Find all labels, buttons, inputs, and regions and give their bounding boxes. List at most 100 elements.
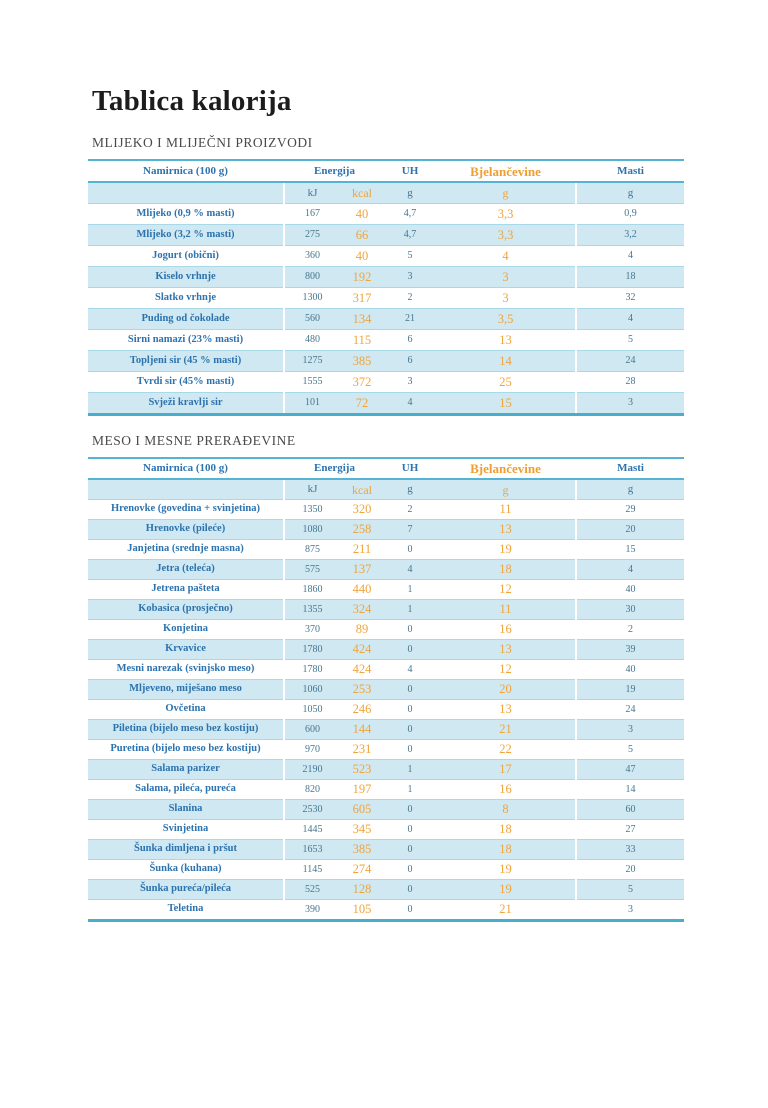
food-name: Hrenovke (govedina + svinjetina) [88, 499, 284, 520]
energy-kj-value: 370 [283, 619, 340, 640]
carbs-value: 1 [384, 759, 437, 780]
fat-value: 27 [575, 819, 685, 840]
carbs-value: 3 [384, 266, 437, 288]
energy-kcal-value: 523 [340, 759, 385, 780]
unit-protein-g: g [436, 182, 577, 204]
energy-kcal-value: 115 [340, 329, 385, 351]
food-name: Svinjetina [88, 819, 284, 840]
energy-kj-value: 1780 [283, 639, 340, 660]
energy-kcal-value: 134 [340, 308, 385, 330]
food-name: Slatko vrhnje [88, 287, 284, 309]
unit-kcal: kcal [340, 182, 385, 204]
energy-kcal-value: 274 [340, 859, 385, 880]
carbs-value: 1 [384, 779, 437, 800]
energy-kcal-value: 89 [340, 619, 385, 640]
col-header-energy: Energija [282, 457, 385, 480]
energy-kcal-value: 424 [340, 639, 385, 660]
food-name: Teletina [88, 899, 284, 921]
table-row: Svježi kravlji sir 101 72 4 15 3 [88, 392, 685, 415]
carbs-value: 0 [384, 539, 437, 560]
energy-kj-value: 1300 [283, 287, 340, 309]
food-name: Salama parizer [88, 759, 284, 780]
col-header-fat: Masti [575, 457, 685, 480]
fat-value: 60 [575, 799, 685, 820]
fat-value: 0,9 [575, 203, 685, 225]
fat-value: 3,2 [575, 224, 685, 246]
carbs-value: 0 [384, 799, 437, 820]
energy-kcal-value: 320 [340, 499, 385, 520]
energy-kcal-value: 372 [340, 371, 385, 393]
protein-value: 15 [436, 392, 577, 415]
energy-kcal-value: 40 [340, 245, 385, 267]
fat-value: 28 [575, 371, 685, 393]
unit-empty [88, 479, 284, 500]
unit-fat-g: g [575, 182, 685, 204]
table-row: Mesni narezak (svinjsko meso) 1780 424 4… [88, 659, 685, 680]
food-name: Janjetina (srednje masna) [88, 539, 284, 560]
table-row: Mlijeko (3,2 % masti) 275 66 4,7 3,3 3,2 [88, 224, 685, 246]
carbs-value: 0 [384, 879, 437, 900]
col-header-fat: Masti [575, 159, 685, 183]
unit-kj: kJ [283, 182, 340, 204]
fat-value: 30 [575, 599, 685, 620]
food-name: Slanina [88, 799, 284, 820]
protein-value: 11 [436, 499, 577, 520]
energy-kcal-value: 246 [340, 699, 385, 720]
energy-kcal-value: 192 [340, 266, 385, 288]
units-row: kJ kcal g g g [88, 182, 685, 204]
food-name: Sirni namazi (23% masti) [88, 329, 284, 351]
fat-value: 47 [575, 759, 685, 780]
unit-kj: kJ [283, 479, 340, 500]
food-name: Puding od čokolade [88, 308, 284, 330]
fat-value: 4 [575, 308, 685, 330]
carbs-value: 0 [384, 839, 437, 860]
fat-value: 39 [575, 639, 685, 660]
energy-kj-value: 1350 [283, 499, 340, 520]
col-header-energy: Energija [282, 159, 385, 183]
food-name: Ovčetina [88, 699, 284, 720]
energy-kj-value: 1445 [283, 819, 340, 840]
carbs-value: 0 [384, 739, 437, 760]
col-header-uh: UH [384, 457, 437, 480]
table-row: Teletina 390 105 0 21 3 [88, 899, 685, 921]
table-row: Hrenovke (govedina + svinjetina) 1350 32… [88, 499, 685, 520]
fat-value: 40 [575, 659, 685, 680]
protein-value: 17 [436, 759, 577, 780]
table-row: Piletina (bijelo meso bez kostiju) 600 1… [88, 719, 685, 740]
protein-value: 13 [436, 329, 577, 351]
carbs-value: 4 [384, 659, 437, 680]
table-row: Hrenovke (pileće) 1080 258 7 13 20 [88, 519, 685, 540]
table-row: Jetra (teleća) 575 137 4 18 4 [88, 559, 685, 580]
carbs-value: 7 [384, 519, 437, 540]
header-row: Namirnica (100 g) Energija UH Bjelančevi… [88, 159, 685, 183]
unit-empty [88, 182, 284, 204]
energy-kcal-value: 605 [340, 799, 385, 820]
protein-value: 3 [436, 287, 577, 309]
food-name: Jetra (teleća) [88, 559, 284, 580]
fat-value: 3 [575, 899, 685, 921]
energy-kj-value: 1050 [283, 699, 340, 720]
energy-kj-value: 167 [283, 203, 340, 225]
carbs-value: 1 [384, 599, 437, 620]
carbs-value: 0 [384, 719, 437, 740]
carbs-value: 0 [384, 619, 437, 640]
food-name: Mlijeko (0,9 % masti) [88, 203, 284, 225]
fat-value: 4 [575, 245, 685, 267]
fat-value: 20 [575, 859, 685, 880]
energy-kj-value: 525 [283, 879, 340, 900]
table-row: Salama parizer 2190 523 1 17 47 [88, 759, 685, 780]
food-name: Kobasica (prosječno) [88, 599, 284, 620]
energy-kj-value: 360 [283, 245, 340, 267]
protein-value: 12 [436, 659, 577, 680]
carbs-value: 4 [384, 392, 437, 415]
food-name: Salama, pileća, pureća [88, 779, 284, 800]
protein-value: 22 [436, 739, 577, 760]
protein-value: 21 [436, 719, 577, 740]
food-name: Jogurt (obični) [88, 245, 284, 267]
energy-kcal-value: 144 [340, 719, 385, 740]
food-name: Mesni narezak (svinjsko meso) [88, 659, 284, 680]
food-name: Krvavice [88, 639, 284, 660]
table-row: Topljeni sir (45 % masti) 1275 385 6 14 … [88, 350, 685, 372]
carbs-value: 0 [384, 639, 437, 660]
table-row: Ovčetina 1050 246 0 13 24 [88, 699, 685, 720]
